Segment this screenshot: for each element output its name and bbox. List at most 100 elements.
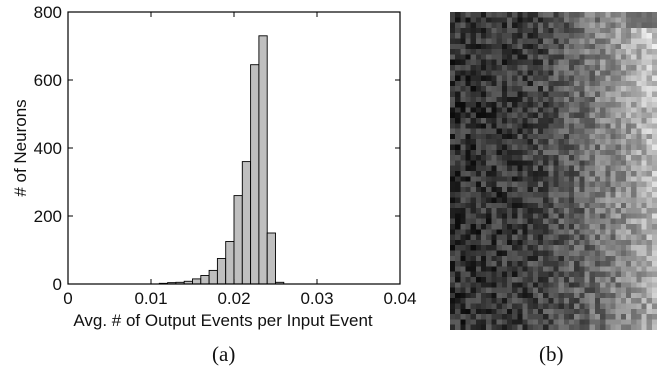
heatmap-cell — [460, 38, 466, 44]
heatmap-cell — [636, 224, 642, 230]
heatmap-cell — [481, 224, 487, 230]
heatmap-cell — [605, 181, 611, 188]
heatmap-cell — [625, 314, 632, 320]
heatmap-cell — [522, 102, 528, 108]
heatmap-cell — [522, 33, 528, 39]
heatmap-cell — [646, 239, 652, 246]
heatmap-cell — [620, 176, 627, 182]
heatmap-cell — [641, 245, 647, 251]
heatmap-cell — [450, 22, 456, 29]
heatmap-cell — [558, 12, 564, 18]
heatmap-cell — [636, 186, 642, 193]
heatmap-cell — [600, 160, 606, 166]
heatmap-cell — [532, 176, 539, 182]
heatmap-cell — [625, 197, 632, 203]
heatmap-cell — [651, 107, 657, 113]
heatmap-cell — [631, 59, 637, 66]
heatmap-cell — [625, 22, 632, 29]
heatmap-cell — [558, 102, 564, 108]
heatmap-cell — [589, 303, 596, 309]
heatmap-cell — [465, 139, 471, 145]
heatmap-cell — [470, 118, 476, 124]
heatmap-cell — [579, 33, 585, 39]
heatmap-cell — [553, 213, 559, 219]
heatmap-cell — [579, 112, 585, 119]
heatmap-cell — [548, 160, 554, 166]
heatmap-cell — [563, 234, 570, 241]
heatmap-cell — [574, 49, 580, 55]
heatmap-cell — [506, 287, 513, 294]
heatmap-cell — [646, 202, 652, 209]
heatmap-cell — [610, 277, 616, 283]
heatmap-cell — [537, 266, 544, 272]
heatmap-cell — [517, 266, 523, 272]
heatmap-cell — [646, 192, 652, 198]
heatmap-cell — [641, 171, 647, 177]
heatmap-cell — [481, 70, 487, 76]
heatmap-cell — [491, 171, 497, 177]
heatmap-cell — [620, 54, 627, 60]
heatmap-cell — [460, 102, 466, 108]
heatmap-cell — [615, 102, 621, 108]
heatmap-cell — [569, 43, 575, 50]
heatmap-cell — [517, 287, 523, 294]
heatmap-cell — [646, 80, 652, 87]
heatmap-cell — [625, 123, 632, 129]
heatmap-cell — [641, 319, 647, 325]
heatmap-cell — [475, 181, 482, 188]
heatmap-cell — [615, 118, 621, 124]
heatmap-cell — [600, 218, 606, 225]
heatmap-cell — [475, 128, 482, 135]
heatmap-cell — [615, 75, 621, 82]
heatmap-cell — [537, 308, 544, 315]
heatmap-cell — [574, 266, 580, 272]
heatmap-cell — [486, 282, 492, 288]
heatmap-cell — [625, 80, 632, 87]
heatmap-cell — [646, 224, 652, 230]
heatmap-cell — [651, 171, 657, 177]
heatmap-cell — [486, 261, 492, 267]
heatmap-cell — [496, 224, 502, 230]
heatmap-cell — [569, 255, 575, 262]
heatmap-cell — [646, 38, 652, 44]
heatmap-cell — [646, 250, 652, 256]
heatmap-cell — [605, 59, 611, 66]
heatmap-cell — [589, 165, 596, 172]
heatmap-cell — [517, 118, 523, 124]
histogram-bar — [208, 269, 218, 285]
heatmap-cell — [537, 43, 544, 50]
heatmap-cell — [470, 234, 476, 241]
heatmap-cell — [589, 155, 596, 161]
heatmap-cell — [527, 155, 533, 161]
heatmap-cell — [548, 86, 554, 92]
heatmap-cell — [517, 91, 523, 97]
heatmap-cell — [594, 202, 601, 209]
heatmap-cell — [584, 282, 590, 288]
heatmap-cell — [501, 22, 508, 29]
heatmap-cell — [496, 277, 502, 283]
heatmap-cell — [584, 43, 590, 50]
heatmap-cell — [491, 234, 497, 241]
heatmap-cell — [517, 319, 523, 325]
heatmap-cell — [625, 208, 632, 214]
heatmap-cell — [641, 213, 647, 219]
heatmap-cell — [615, 277, 621, 283]
heatmap-cell — [636, 298, 642, 304]
heatmap-cell — [496, 234, 502, 241]
heatmap-cell — [527, 255, 533, 262]
heatmap-cell — [589, 234, 596, 241]
heatmap-cell — [501, 54, 508, 60]
heatmap-cell — [506, 298, 513, 304]
heatmap-cell — [631, 176, 637, 182]
heatmap-cell — [481, 65, 487, 71]
heatmap-cell — [548, 17, 554, 23]
heatmap-cell — [610, 118, 616, 124]
heatmap-cell — [496, 27, 502, 34]
heatmap-cell — [501, 218, 508, 225]
heatmap-cell — [600, 43, 606, 50]
heatmap-cell — [605, 155, 611, 161]
heatmap-cell — [610, 308, 616, 315]
heatmap-cell — [522, 319, 528, 325]
heatmap-cell — [501, 155, 508, 161]
heatmap-cell — [460, 324, 466, 330]
